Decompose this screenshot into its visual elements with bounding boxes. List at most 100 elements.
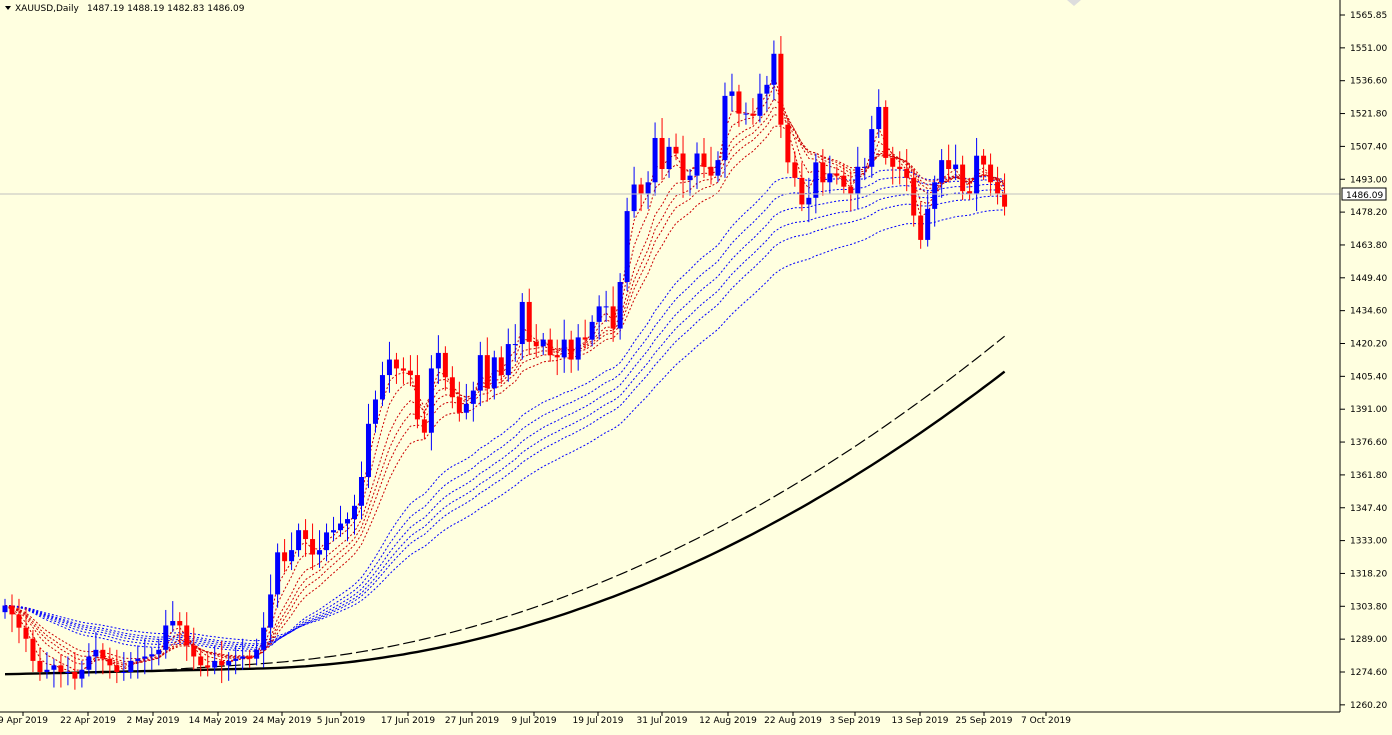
candle-27 xyxy=(184,612,190,661)
candle-79 xyxy=(547,328,553,362)
price-tick-label: 1347.40 xyxy=(1350,504,1387,514)
time-tick-label: 5 Jun 2019 xyxy=(317,716,366,726)
candle-142 xyxy=(988,153,994,196)
scroll-corner-icon[interactable] xyxy=(1067,0,1081,6)
candle-36 xyxy=(247,649,253,668)
candle-68 xyxy=(470,381,476,422)
candle-81 xyxy=(561,319,567,373)
candle-85 xyxy=(589,315,595,347)
candle-33 xyxy=(226,652,232,681)
ma-slow-5 xyxy=(4,195,1005,645)
candle-107 xyxy=(743,102,749,125)
candle-116 xyxy=(806,177,812,223)
candle-66 xyxy=(456,381,462,422)
candle-109 xyxy=(757,73,763,123)
candle-69 xyxy=(477,341,483,407)
candle-55 xyxy=(379,361,385,407)
candle-78 xyxy=(540,332,546,356)
candle-14 xyxy=(93,632,99,675)
candle-86 xyxy=(596,295,602,340)
time-tick-label: 31 Jul 2019 xyxy=(637,716,688,726)
time-tick-label: 19 Jul 2019 xyxy=(573,716,624,726)
candle-49 xyxy=(338,505,344,537)
candle-131 xyxy=(911,168,917,227)
candle-124 xyxy=(862,157,868,181)
candle-132 xyxy=(918,202,924,249)
candle-84 xyxy=(582,319,588,349)
chart-symbol: XAUUSD,Daily xyxy=(15,4,79,14)
candle-105 xyxy=(729,73,735,112)
candle-43 xyxy=(296,523,302,557)
ma-long-solid xyxy=(4,370,1006,676)
candle-11 xyxy=(72,652,78,690)
candle-21 xyxy=(142,638,148,675)
price-tick-label: 1449.40 xyxy=(1350,274,1387,284)
price-tick-label: 1507.40 xyxy=(1350,142,1387,152)
candle-60 xyxy=(414,355,420,429)
candle-39 xyxy=(268,574,274,644)
candle-75 xyxy=(519,293,525,360)
candle-29 xyxy=(198,649,204,677)
candle-26 xyxy=(177,612,183,644)
candle-133 xyxy=(925,191,931,247)
candle-50 xyxy=(345,512,351,542)
candle-6 xyxy=(37,647,43,681)
candle-31 xyxy=(212,645,218,675)
price-tick-label: 1420.20 xyxy=(1350,340,1387,350)
candle-82 xyxy=(568,330,574,373)
candle-70 xyxy=(484,337,490,402)
time-tick-label: 24 May 2019 xyxy=(253,716,312,726)
candle-97 xyxy=(673,133,679,161)
ma-slow-6 xyxy=(4,209,1005,642)
candle-17 xyxy=(114,649,120,684)
time-tick-label: 27 Jun 2019 xyxy=(445,716,499,726)
candle-128 xyxy=(890,146,896,185)
candle-96 xyxy=(666,137,672,178)
candle-130 xyxy=(904,149,910,192)
candle-90 xyxy=(624,197,630,291)
ma-slow-1 xyxy=(4,169,1005,652)
candle-112 xyxy=(778,36,784,138)
candle-136 xyxy=(946,144,952,183)
time-tick-label: 22 Aug 2019 xyxy=(764,716,822,726)
candle-12 xyxy=(79,660,85,688)
candle-80 xyxy=(554,339,560,376)
candle-123 xyxy=(855,146,861,209)
candle-99 xyxy=(687,168,693,196)
time-tick-label: 25 Sep 2019 xyxy=(955,716,1012,726)
price-tick-label: 1318.20 xyxy=(1350,569,1387,579)
candles xyxy=(2,36,1008,690)
candle-93 xyxy=(645,171,651,209)
ma-fast-1 xyxy=(4,72,1006,675)
collapse-arrow-icon[interactable] xyxy=(5,6,11,10)
candle-67 xyxy=(463,383,469,420)
candle-91 xyxy=(631,166,637,218)
candle-117 xyxy=(813,153,819,214)
candle-2 xyxy=(9,594,15,633)
candle-3 xyxy=(16,598,22,644)
time-tick-label: 9 Jul 2019 xyxy=(511,716,556,726)
candle-32 xyxy=(219,640,225,684)
ma-fast-5 xyxy=(4,114,1005,662)
candle-72 xyxy=(498,346,504,384)
candle-28 xyxy=(191,627,197,670)
candle-57 xyxy=(393,352,399,384)
price-axis: 1565.85 1551.00 1536.60 1521.80 1507.40 1493.… xyxy=(1340,11,1387,711)
candle-25 xyxy=(170,601,176,633)
price-tick-label: 1478.20 xyxy=(1350,208,1387,218)
candle-122 xyxy=(848,171,854,212)
price-tick-label: 1289.00 xyxy=(1350,635,1387,645)
price-tick-label: 1565.85 xyxy=(1350,11,1387,21)
candle-53 xyxy=(365,403,371,489)
price-tick-label: 1434.60 xyxy=(1350,307,1387,317)
candle-38 xyxy=(261,612,267,668)
candle-18 xyxy=(121,652,127,681)
price-tick-label: 1536.60 xyxy=(1350,77,1387,87)
candle-88 xyxy=(610,286,616,342)
candle-8 xyxy=(51,658,57,688)
candle-63 xyxy=(435,335,441,384)
candle-139 xyxy=(967,177,973,201)
